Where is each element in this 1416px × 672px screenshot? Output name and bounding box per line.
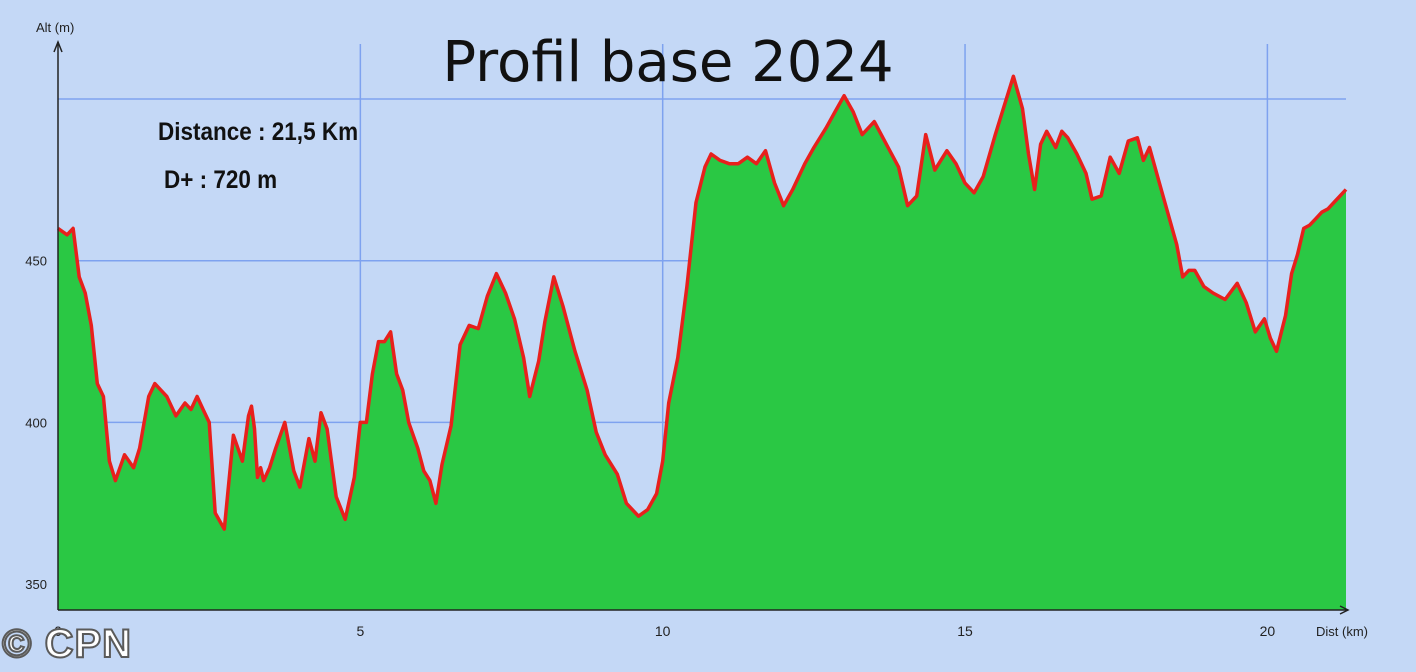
x-tick-label-20: 20 <box>1260 623 1276 639</box>
tick-labels: 0 5 10 15 20 350 400 450 Alt (m) Dist (km) <box>25 20 1368 639</box>
y-tick-label-450: 450 <box>25 254 47 269</box>
copyright-watermark: © CPN <box>1 621 133 667</box>
elevation-area <box>58 76 1346 611</box>
axes <box>53 39 1350 615</box>
x-axis-title: Dist (km) <box>1316 624 1368 639</box>
x-tick-label-5: 5 <box>356 623 364 639</box>
x-tick-label-0: 0 <box>54 623 62 639</box>
x-tick-label-10: 10 <box>655 623 671 639</box>
x-axis-arrow <box>1339 605 1350 615</box>
elevation-line <box>56 74 1348 531</box>
elevation-gain-annotation: D+ : 720 m <box>164 166 278 194</box>
y-axis-arrow <box>53 39 63 53</box>
chart-title: Profil base 2024 <box>442 30 894 95</box>
y-axis-title: Alt (m) <box>36 20 74 35</box>
y-tick-label-350: 350 <box>25 577 47 592</box>
distance-annotation: Distance : 21,5 Km <box>158 118 359 146</box>
x-tick-label-15: 15 <box>957 623 973 639</box>
y-tick-label-400: 400 <box>25 415 47 430</box>
